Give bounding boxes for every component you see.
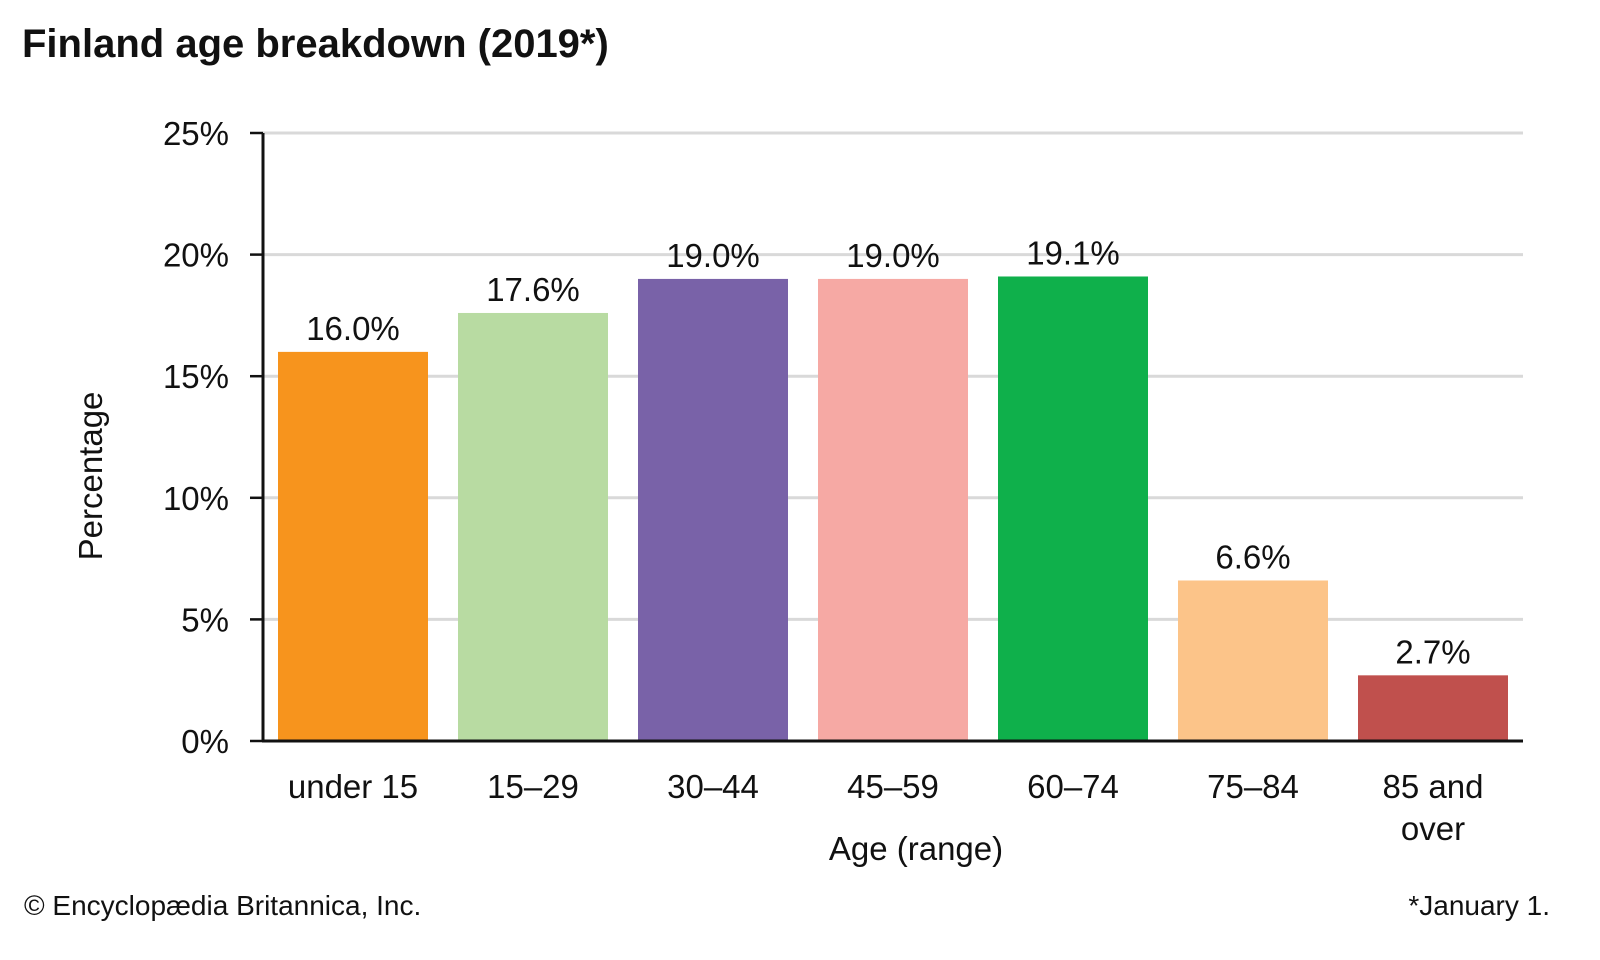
bar [458,312,608,741]
bar-value-label: 19.0% [846,237,940,274]
bar [998,276,1148,741]
x-tick-label: 85 and over [1383,768,1484,847]
copyright-credit: © Encyclopædia Britannica, Inc. [24,890,422,921]
footnote: *January 1. [1408,890,1550,921]
x-axis-title: Age (range) [829,830,1003,867]
bar-value-label: 19.0% [666,237,760,274]
bar [1358,675,1508,741]
y-tick-label: 10% [163,480,229,517]
x-tick-label: 75–84 [1207,768,1299,805]
bar-value-label: 17.6% [486,271,580,308]
bar-value-label: 16.0% [306,310,400,347]
x-tick-label: 30–44 [667,768,759,805]
x-tick-label: under 15 [288,768,418,805]
y-tick-label: 5% [181,601,229,638]
y-tick-label: 15% [163,358,229,395]
chart-title: Finland age breakdown (2019*) [22,22,609,66]
x-tick-label: 15–29 [487,768,579,805]
y-tick-label: 25% [163,115,229,152]
bar-value-label: 19.1% [1026,234,1120,271]
axes [250,131,1523,743]
bar [638,278,788,741]
y-tick-label: 20% [163,237,229,274]
bar [278,351,428,741]
bar [1178,580,1328,741]
y-tick-label: 0% [181,723,229,760]
bar-value-label: 6.6% [1215,538,1290,575]
bar-value-label: 2.7% [1395,633,1470,670]
y-axis-title: Percentage [72,392,109,561]
bar [818,278,968,741]
labels: 0% 5% 10% 15% 20% 25% 16.0% under 15 17.6% 15–29 1… [163,115,1484,847]
bars [278,276,1508,741]
x-tick-label: 60–74 [1027,768,1119,805]
x-tick-label: 45–59 [847,768,939,805]
